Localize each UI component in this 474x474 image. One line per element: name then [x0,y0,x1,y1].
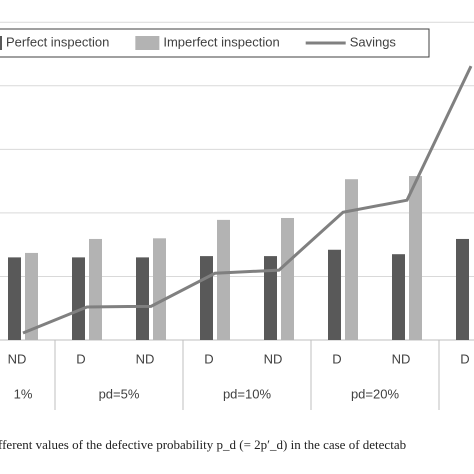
bar [25,252,38,340]
legend-label: Perfect inspection [6,34,109,49]
x-tick-label: ND [8,351,27,366]
x-tick-label: D [76,351,85,366]
x-tick-label: D [460,351,469,366]
legend-box [0,28,430,58]
legend-swatch [135,36,160,50]
group-label: pd=5% [99,386,140,401]
legend-label: Imperfect inspection [163,34,279,49]
legend-swatch [0,36,2,50]
line [22,65,473,335]
x-tick-label: ND [392,351,411,366]
bar [136,257,149,340]
x-tick-label: ND [264,351,283,366]
bar [264,256,277,340]
caption: fferent values of the defective probabil… [0,437,406,452]
bar [217,219,230,340]
bar [8,257,21,340]
bar [409,176,422,340]
group-label: pd=10% [223,386,272,401]
x-tick-label: D [332,351,341,366]
bar [281,217,294,340]
bar [72,257,85,340]
bar [456,238,469,340]
bar [153,238,166,340]
bar [200,256,213,340]
legend-label: Savings [350,34,397,49]
bar [89,238,102,340]
group-label: pd=20% [351,386,400,401]
bar [328,249,341,340]
x-tick-label: ND [136,351,155,366]
x-tick-label: D [204,351,213,366]
bar [392,254,405,340]
bar [345,179,358,340]
group-label: 1% [14,386,33,401]
